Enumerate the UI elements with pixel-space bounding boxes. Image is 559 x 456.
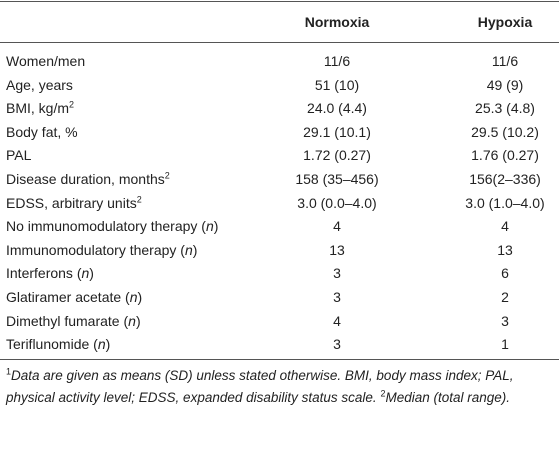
cell-value: 158 (35–456) [295,171,379,187]
cell-value: 11/6 [491,53,519,69]
cell-value: 3.0 (1.0–4.0) [465,194,545,211]
footnote: 1Data are given as means (SD) unless sta… [6,365,554,409]
bottom-rule [0,359,559,360]
cell-value: 3 [333,336,341,353]
cell-value: 11/6 [323,53,351,69]
row-label: BMI, kg/m2 [6,99,74,117]
row-label: Teriflunomide (n) [6,335,110,353]
cell-value: 24.0 (4.4) [307,100,367,117]
text-segment: PAL [6,147,32,164]
row-label: Disease duration, months2 [6,170,170,188]
text-segment: EDSS, arbitrary units [6,194,137,211]
text-segment: ) [89,265,94,282]
text-segment: n [128,312,136,329]
row-label: PAL [6,146,31,164]
text-segment: Immunomodulatory therapy ( [6,241,185,258]
row-label: Glatiramer acetate (n) [6,288,142,306]
cell-value: 1.72 (0.27) [303,147,371,164]
superscript: 2 [380,388,386,399]
text-segment: Teriflunomide ( [6,336,98,353]
row-label: Immunomodulatory therapy (n) [6,241,197,259]
text-segment: ) [135,312,141,329]
row-label: Women/men [6,52,85,70]
text-segment: n [205,218,214,235]
row-label: Interferons (n) [6,264,94,282]
text-segment: Women/men [6,53,86,69]
cell-value: 156(2–336) [469,171,541,187]
cell-value: 13 [329,241,345,258]
top-rule [0,1,559,2]
cell-value: 29.1 (10.1) [303,123,371,140]
row-label: Dimethyl fumarate (n) [6,312,141,330]
cell-value: 6 [501,265,509,282]
cell-value: 49 (9) [486,76,524,93]
text-segment: BMI, kg/m [6,100,70,117]
superscript: 2 [136,193,142,204]
text-segment: n [184,241,193,258]
text-segment: Body fat, % [6,123,78,140]
header-rule [0,42,559,43]
cell-value: 4 [501,218,509,235]
column-header: Normoxia [304,14,370,30]
cell-value: 4 [333,218,341,235]
text-segment: Dimethyl fumarate ( [6,312,129,329]
cell-value: 3 [333,289,341,305]
text-segment: n [97,336,106,353]
cell-value: 3 [333,265,341,282]
cell-value: 51 (10) [314,76,360,93]
text-segment: n [81,265,90,282]
cell-value: 1 [501,336,509,353]
cell-value: 4 [333,312,341,329]
superscript: 2 [164,170,170,181]
column-header: Hypoxia [477,14,533,30]
text-segment: Interferons ( [6,265,82,282]
superscript: 1 [6,366,12,377]
cell-value: 29.5 (10.2) [471,123,539,140]
row-label: No immunomodulatory therapy (n) [6,217,218,235]
text-segment: No immunomodulatory therapy ( [6,218,206,235]
text-segment: Median (total range). [385,390,511,405]
text-segment: ) [137,289,143,305]
text-segment: Disease duration, months [6,171,165,187]
cell-value: 1.76 (0.27) [471,147,539,164]
superscript: 2 [69,99,75,110]
text-segment: ) [213,218,219,235]
cell-value: 2 [501,289,509,305]
cell-value: 13 [497,241,513,258]
text-segment: n [129,289,138,305]
text-segment: ) [105,336,111,353]
text-segment: Data are given as means (SD) unless stat… [6,368,514,405]
text-segment: Glatiramer acetate ( [6,289,130,305]
cell-value: 3 [501,312,509,329]
row-label: Body fat, % [6,123,78,141]
row-label: Age, years [6,76,73,94]
row-label: EDSS, arbitrary units2 [6,194,142,212]
cell-value: 25.3 (4.8) [475,100,535,117]
cell-value: 3.0 (0.0–4.0) [297,194,377,211]
text-segment: Age, years [6,76,73,93]
text-segment: ) [192,241,198,258]
